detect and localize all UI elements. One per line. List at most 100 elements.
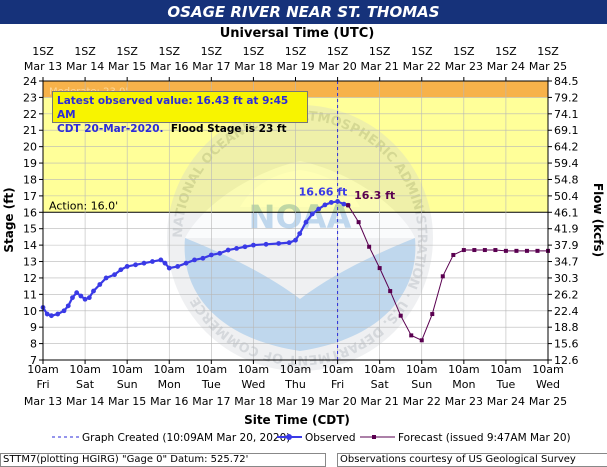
top-tick-time-9: 1SZ [411,45,433,58]
bottom-tick-date-8: Mar 21 [361,395,399,408]
bottom-tick-weekday-9: Sun [411,378,432,391]
bottom-tick-weekday-10: Mon [452,378,475,391]
bottom-tick-time-10: 10am [448,363,479,376]
flow-tick-8: 41.9 [554,223,579,236]
bottom-tick-weekday-1: Sat [76,378,95,391]
stage-tick-13: 13 [23,256,37,269]
bottom-tick-date-10: Mar 23 [445,395,483,408]
observed-point-23 [175,264,181,269]
legend-created: Graph Created (10:09AM Mar 20, 2020) [82,432,290,444]
flow-tick-10: 50.4 [554,190,579,203]
top-tick-time-7: 1SZ [327,45,349,58]
flow-tick-6: 34.7 [554,256,579,269]
stage-tick-23: 23 [23,91,37,104]
observed-point-29 [225,247,231,253]
observed-point-34 [276,241,282,246]
top-tick-time-10: 1SZ [453,45,475,58]
flow-tick-3: 22.4 [554,305,579,318]
observed-point-33 [263,241,269,247]
stage-tick-14: 14 [23,239,37,252]
observed-point-36 [293,237,298,243]
top-tick-date-1: Mar 14 [66,60,104,73]
top-tick-date-3: Mar 16 [150,60,188,73]
bottom-tick-weekday-5: Wed [241,378,265,391]
forecast-point-1 [356,220,361,225]
forecast-point-6 [409,333,414,338]
observed-point-9 [82,296,88,302]
observed-line [42,200,349,317]
top-axis-ticks: 1SZ Mar 13 1SZ Mar 14 1SZ Mar 15 1SZ Mar 16 1SZ M… [24,45,567,81]
plot-frame [42,80,549,361]
chart-title: OSAGE RIVER NEAR ST. THOMAS [167,3,440,21]
latest-observation-box: Latest observed value: 16.43 ft at 9:45 … [52,91,308,135]
stage-tick-20: 20 [23,141,37,154]
stage-tick-19: 19 [23,157,37,170]
top-tick-date-5: Mar 18 [234,60,272,73]
flow-tick-4: 26.2 [554,288,579,301]
flow-tick-14: 69.1 [554,124,579,137]
observed-point-7 [74,290,80,296]
stage-tick-8: 8 [30,338,37,351]
bottom-tick-weekday-11: Tue [496,378,516,391]
courtesy-text: Observations courtesy of US Geological S… [340,454,576,465]
bottom-tick-date-6: Mar 19 [276,395,314,408]
forecast-point-17 [524,248,529,253]
flow-tick-1: 15.6 [554,338,579,351]
bottom-tick-time-5: 10am [238,363,269,376]
observed-peak-label: 16.66 ft [299,185,348,198]
observed-point-37 [297,231,303,237]
forecast-point-15 [503,248,508,253]
bottom-tick-time-8: 10am [364,363,395,376]
observed-point-26 [200,255,206,261]
top-tick-time-11: 1SZ [495,45,517,58]
forecast-point-10 [451,252,456,257]
action-stage-label: Action: 16.0' [49,199,118,212]
stage-tick-16: 16 [23,206,37,219]
observed-point-6 [70,295,75,301]
bottom-tick-time-0: 10am [27,363,58,376]
bottom-tick-weekday-7: Fri [331,378,344,391]
bottom-tick-date-5: Mar 18 [234,395,272,408]
observed-point-24 [183,260,189,266]
latest-value-text: Latest observed value: 16.43 ft at 9:45 … [57,95,289,121]
stage-tick-12: 12 [23,272,37,285]
top-tick-time-1: 1SZ [74,45,96,58]
flow-axis-ticks: 12.6 15.6 18.8 22.4 26.2 30.3 34.7 37.9 41.9 46.1… [548,75,579,367]
top-tick-date-0: Mar 13 [24,60,62,73]
observed-point-11 [91,288,96,294]
bottom-tick-weekday-0: Fri [36,378,49,391]
noaa-watermark: NOAA NATIONAL OCEANIC AND ATMOSPHERIC AD… [167,105,433,371]
bottom-axis-ticks: 10am Fri Mar 13 10am Sat Mar 14 10am Sun Mar 15 1… [24,360,567,408]
observed-point-31 [242,244,248,250]
watermark-noaa-text: NOAA [249,198,352,236]
forecast-point-7 [419,338,424,343]
top-axis-title: Universal Time (UTC) [220,26,375,41]
observed-point-39 [309,211,315,217]
observed-point-41 [322,202,328,208]
title-bar: OSAGE RIVER NEAR ST. THOMAS [0,0,607,24]
forecast-point-5 [398,313,403,318]
bottom-tick-date-2: Mar 15 [108,395,146,408]
observed-point-17 [133,262,138,268]
flow-tick-13: 64.2 [554,141,579,154]
flood-stage-text: Flood Stage is 23 ft [170,123,287,135]
observed-point-15 [118,267,124,273]
datum-box: STTM7(plotting HGIRG) "Gage 0" Datum: 52… [0,453,326,467]
observed-point-27 [208,252,214,258]
bottom-tick-date-7: Mar 20 [318,395,356,408]
flow-axis-title: Flow (kcfs) [591,183,605,257]
top-tick-date-4: Mar 17 [192,60,230,73]
observed-point-44 [341,201,347,207]
stage-tick-22: 22 [23,108,37,121]
stage-tick-17: 17 [23,190,37,203]
top-tick-date-7: Mar 20 [318,60,356,73]
top-tick-time-6: 1SZ [285,45,307,58]
top-tick-time-5: 1SZ [243,45,265,58]
stage-tick-11: 11 [23,288,37,301]
observed-point-40 [316,206,322,212]
bottom-tick-weekday-4: Tue [201,378,221,391]
legend-forecast: Forecast (issued 9:47AM Mar 20) [398,432,571,444]
flow-tick-5: 30.3 [554,272,579,285]
stage-tick-21: 21 [23,124,37,137]
forecast-point-14 [493,248,498,253]
